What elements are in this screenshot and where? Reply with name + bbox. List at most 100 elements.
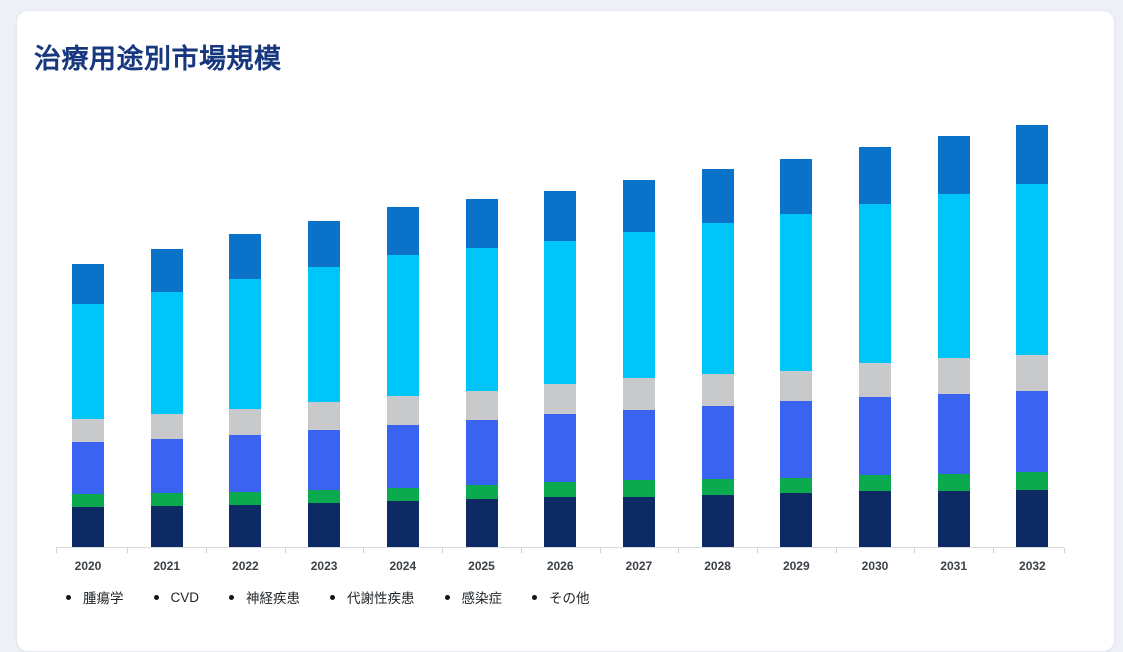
legend-item-その他[interactable]: その他 [532,587,590,607]
bar-segment-神経疾患-2025[interactable] [465,420,498,485]
legend-label: 代謝性疾患 [347,591,415,606]
bar-segment-代謝性疾患-2021[interactable] [150,414,183,439]
bar-segment-代謝性疾患-2020[interactable] [72,419,104,442]
bar-segment-代謝性疾患-2024[interactable] [386,396,419,425]
legend-item-神経疾患[interactable]: 神経疾患 [229,587,300,607]
bar-segment-その他-2021[interactable] [150,249,183,292]
x-axis-tick [993,548,995,553]
bar-segment-感染症-2027[interactable] [622,232,655,378]
bar-segment-CVD-2024[interactable] [386,488,419,501]
bar-segment-感染症-2024[interactable] [386,255,419,396]
bar-segment-感染症-2030[interactable] [859,204,891,363]
bar-segment-腫瘍学-2030[interactable] [859,491,891,547]
bar-segment-その他-2025[interactable] [465,199,498,248]
bar-segment-神経疾患-2032[interactable] [1016,391,1049,472]
bar-segment-代謝性疾患-2031[interactable] [937,358,970,394]
bar-segment-CVD-2030[interactable] [859,475,891,491]
bar-segment-CVD-2029[interactable] [780,478,813,493]
bar-segment-代謝性疾患-2026[interactable] [544,384,577,414]
bar-segment-神経疾患-2023[interactable] [308,430,341,490]
bar-segment-代謝性疾患-2030[interactable] [859,363,891,397]
bar-segment-その他-2029[interactable] [780,159,813,214]
bar-segment-腫瘍学-2025[interactable] [465,499,498,547]
bar-segment-CVD-2026[interactable] [544,482,577,497]
bar-segment-CVD-2031[interactable] [937,474,970,491]
bar-segment-その他-2024[interactable] [386,207,419,255]
bar-segment-神経疾患-2031[interactable] [937,394,970,474]
bar-segment-代謝性疾患-2027[interactable] [622,378,655,410]
bar-segment-その他-2030[interactable] [859,147,891,204]
bar-segment-神経疾患-2024[interactable] [386,425,419,488]
stacked-bar-plot-area [56,113,1064,547]
bar-segment-腫瘍学-2027[interactable] [622,497,655,547]
bar-2029 [780,159,813,547]
bar-segment-代謝性疾患-2025[interactable] [465,391,498,420]
bar-segment-CVD-2025[interactable] [465,485,498,499]
bar-segment-感染症-2025[interactable] [465,248,498,391]
legend-item-代謝性疾患[interactable]: 代謝性疾患 [330,587,415,607]
bar-segment-腫瘍学-2029[interactable] [780,493,813,547]
bar-2021 [150,249,183,547]
bar-segment-その他-2020[interactable] [72,264,104,304]
x-axis-tick [206,548,208,553]
bar-segment-感染症-2021[interactable] [150,292,183,414]
bar-segment-腫瘍学-2028[interactable] [701,495,734,547]
bar-segment-感染症-2031[interactable] [937,194,970,358]
bar-segment-CVD-2020[interactable] [72,494,104,507]
bar-segment-腫瘍学-2021[interactable] [150,506,183,547]
bar-segment-CVD-2023[interactable] [308,490,341,503]
bar-segment-腫瘍学-2032[interactable] [1016,490,1049,547]
bar-segment-腫瘍学-2024[interactable] [386,501,419,547]
bar-segment-CVD-2032[interactable] [1016,472,1049,490]
bar-segment-CVD-2021[interactable] [150,493,183,506]
x-axis-label-2025: 2025 [468,559,495,573]
bar-segment-感染症-2026[interactable] [544,241,577,384]
bar-segment-感染症-2023[interactable] [308,267,341,402]
legend-item-CVD[interactable]: CVD [153,590,199,605]
legend-item-感染症[interactable]: 感染症 [444,587,502,607]
bar-segment-感染症-2028[interactable] [701,223,734,374]
bar-segment-神経疾患-2020[interactable] [72,442,104,494]
bar-segment-腫瘍学-2031[interactable] [937,491,970,547]
bar-segment-その他-2023[interactable] [308,221,341,267]
bar-segment-神経疾患-2021[interactable] [150,439,183,493]
bar-segment-その他-2032[interactable] [1016,125,1049,184]
legend-bullet-icon [66,594,71,600]
bar-segment-CVD-2022[interactable] [229,492,262,505]
bar-segment-神経疾患-2022[interactable] [229,435,262,492]
bar-segment-神経疾患-2026[interactable] [544,414,577,482]
bar-segment-代謝性疾患-2028[interactable] [701,374,734,406]
bar-segment-感染症-2022[interactable] [229,279,262,409]
bar-segment-神経疾患-2028[interactable] [701,406,734,479]
bar-segment-その他-2027[interactable] [622,180,655,232]
bar-segment-CVD-2027[interactable] [622,480,655,497]
bar-segment-その他-2031[interactable] [937,136,970,194]
bar-segment-腫瘍学-2022[interactable] [229,505,262,547]
x-axis-label-2022: 2022 [232,559,259,573]
bar-segment-神経疾患-2027[interactable] [622,410,655,480]
bar-2024 [386,207,419,547]
bar-segment-代謝性疾患-2029[interactable] [780,371,813,401]
bar-segment-代謝性疾患-2023[interactable] [308,402,341,430]
bar-segment-感染症-2029[interactable] [780,214,813,371]
bar-segment-神経疾患-2029[interactable] [780,401,813,478]
bar-segment-代謝性疾患-2022[interactable] [229,409,262,435]
bar-2020 [72,264,104,547]
bar-segment-その他-2028[interactable] [701,169,734,223]
legend-bullet-icon [532,594,538,600]
bar-segment-腫瘍学-2026[interactable] [544,497,577,547]
x-axis-label-2030: 2030 [861,559,889,573]
bar-segment-CVD-2028[interactable] [701,479,734,495]
bar-segment-感染症-2032[interactable] [1016,184,1049,355]
legend-item-腫瘍学[interactable]: 腫瘍学 [66,587,124,607]
bar-segment-感染症-2020[interactable] [72,304,104,419]
chart-card: 治療用途別市場規模 2020 2021 2022 2023 2024 2025 2026 20… [16,10,1115,652]
bar-segment-その他-2026[interactable] [544,191,577,241]
bar-segment-その他-2022[interactable] [229,234,262,279]
bar-segment-代謝性疾患-2032[interactable] [1016,355,1049,391]
bar-segment-神経疾患-2030[interactable] [859,397,891,475]
legend-bullet-icon [444,594,450,600]
x-axis-tick [756,548,758,553]
bar-segment-腫瘍学-2020[interactable] [72,507,104,547]
bar-segment-腫瘍学-2023[interactable] [308,503,341,547]
